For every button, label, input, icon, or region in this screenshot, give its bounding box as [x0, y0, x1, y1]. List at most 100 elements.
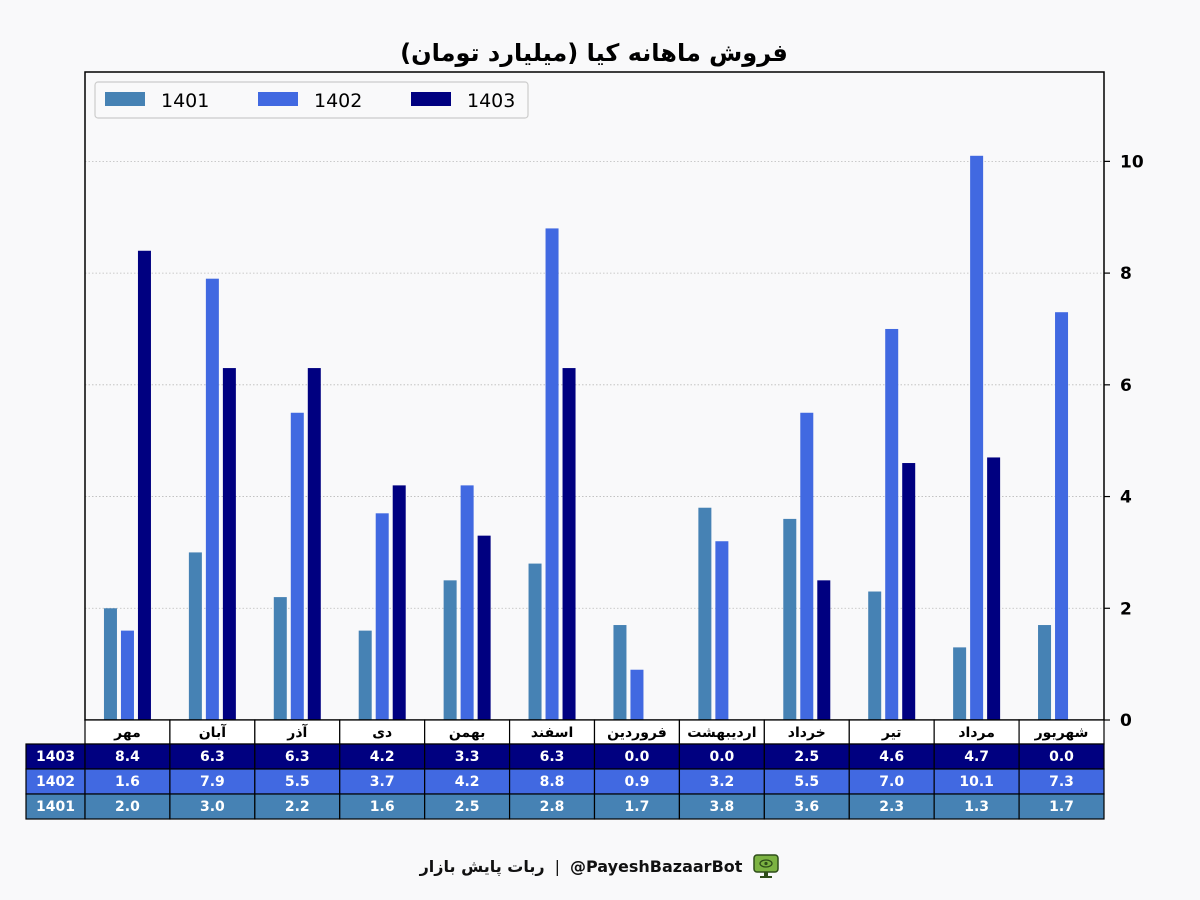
bar-1402	[290, 412, 304, 720]
table-category-label: مرداد	[958, 725, 995, 741]
table-value: 4.2	[370, 749, 395, 765]
table-value: 8.8	[540, 774, 565, 790]
chart-title: فروش ماهانه کیا (میلیارد تومان)	[400, 39, 788, 67]
bar-1401	[358, 630, 372, 720]
table-category-label: اردیبهشت	[687, 725, 756, 741]
table-cell	[1018, 768, 1105, 795]
table-header-cell	[848, 719, 935, 745]
table-cell	[84, 768, 171, 795]
bar-1403	[902, 463, 916, 720]
table-value: 2.0	[115, 799, 140, 815]
table-value: 0.9	[625, 774, 650, 790]
table-cell	[169, 768, 256, 795]
table-category-label: آبان	[199, 723, 227, 741]
bar-1403	[222, 368, 236, 720]
table-header-cell	[424, 719, 511, 745]
table-row-label-cell	[25, 793, 86, 820]
table-value: 0.0	[625, 749, 650, 765]
table-category-label: شهریور	[1034, 725, 1089, 741]
y-tick-label: 0	[1120, 711, 1132, 731]
bar-1402	[545, 228, 559, 720]
table-category-label: تیر	[881, 725, 902, 741]
table-value: 1.7	[1049, 799, 1074, 815]
table-value: 3.3	[455, 749, 480, 765]
table-value: 7.3	[1049, 774, 1074, 790]
table-value: 10.1	[959, 774, 994, 790]
bar-1401	[1038, 625, 1052, 720]
bar-1403	[817, 580, 831, 720]
table-header-cell	[84, 719, 171, 745]
table-value: 1.6	[115, 774, 140, 790]
table-value: 4.7	[964, 749, 989, 765]
table-value: 4.2	[455, 774, 480, 790]
bar-1402	[120, 630, 134, 720]
footer-bot-name: ربات پایش بازار	[419, 856, 545, 876]
table-value: 1.3	[964, 799, 989, 815]
table-cell	[933, 768, 1020, 795]
bar-1402	[715, 541, 729, 720]
y-tick-label: 4	[1120, 488, 1132, 508]
bar-1401	[783, 518, 797, 720]
bar-1401	[698, 507, 712, 720]
table-category-label: مهر	[113, 725, 141, 741]
table-cell	[169, 743, 256, 770]
table-category-label: فروردین	[607, 725, 667, 741]
table-cell	[169, 793, 256, 820]
table-cell	[678, 768, 765, 795]
table-category-label: اسفند	[531, 725, 573, 741]
table-value: 7.9	[200, 774, 225, 790]
bar-1401	[953, 647, 967, 720]
table-value: 2.5	[794, 749, 819, 765]
bar-1401	[273, 597, 287, 720]
table-value: 2.2	[285, 799, 310, 815]
bar-1402	[630, 669, 644, 720]
table-cell	[593, 743, 681, 770]
table-value: 6.3	[540, 749, 565, 765]
y-tick-label: 10	[1120, 152, 1144, 172]
table-category-label: آذر	[286, 723, 308, 741]
legend-box	[94, 81, 529, 119]
table-value: 5.5	[285, 774, 310, 790]
table-cell	[933, 743, 1020, 770]
bar-1403	[137, 250, 151, 721]
table-category-label: دی	[372, 725, 392, 741]
bar-1403	[987, 457, 1001, 720]
table-value: 0.0	[709, 749, 734, 765]
bar-1401	[613, 625, 627, 720]
table-value: 2.5	[455, 799, 480, 815]
table-row-label: 1403	[36, 749, 75, 765]
bar-1401	[868, 591, 882, 720]
table-value: 2.8	[540, 799, 565, 815]
table-value: 5.5	[794, 774, 819, 790]
legend: 1401 1402 1403	[94, 81, 529, 119]
legend-swatch	[258, 92, 298, 106]
y-axis: 0 2 4 6 8 10	[1104, 152, 1144, 731]
table-cell	[254, 768, 341, 795]
table-header-cell	[339, 719, 426, 745]
table-cell	[339, 743, 426, 770]
table-value: 0.0	[1049, 749, 1074, 765]
table-cell	[254, 793, 341, 820]
y-tick-label: 2	[1120, 599, 1132, 619]
y-tick-label: 8	[1120, 264, 1132, 284]
bar-1401	[103, 608, 117, 720]
bar-1403	[392, 485, 406, 720]
table-header-cell	[933, 719, 1020, 745]
table-cell	[1018, 743, 1105, 770]
plot-area	[85, 72, 1104, 720]
legend-swatch	[105, 92, 145, 106]
table-cell	[508, 743, 596, 770]
bar-1401	[443, 580, 457, 720]
bar-1402	[375, 513, 389, 720]
data-table: مهر آبان آذر دی بهمن اسفند فروردین اردیبهشت خردا…	[25, 719, 1105, 820]
table-cell	[848, 743, 935, 770]
bar-1402	[1055, 312, 1069, 720]
table-cell	[84, 743, 171, 770]
table-value: 1.6	[370, 799, 395, 815]
table-value: 6.3	[200, 749, 225, 765]
table-category-label: خرداد	[788, 725, 826, 741]
monitor-eye-icon	[752, 852, 780, 880]
bars	[103, 155, 1069, 721]
table-value: 4.6	[879, 749, 904, 765]
